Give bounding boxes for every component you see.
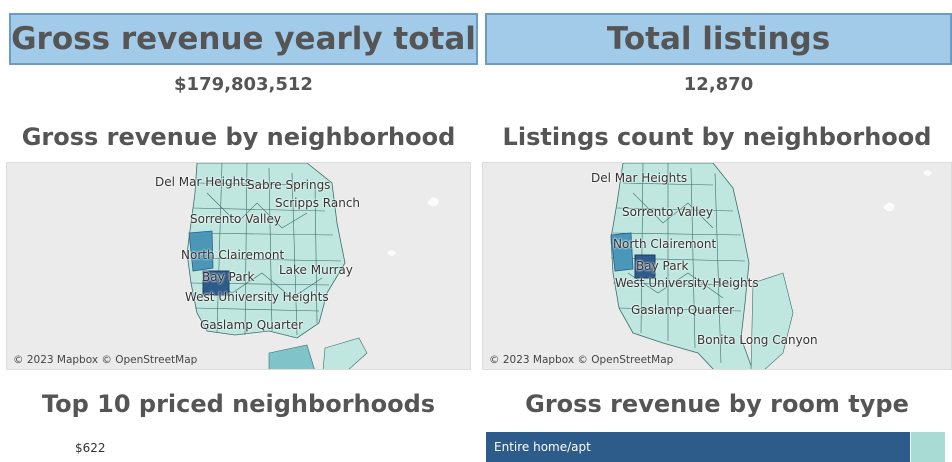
room-type-title: Gross revenue by room type [525,390,909,418]
label-sorrento-valley: Sorrento Valley [190,212,281,226]
revenue-map-shapes [186,163,439,369]
label-north-clairemont: North Clairemont [613,237,717,251]
map-attribution[interactable]: © 2023 Mapbox © OpenStreetMap [489,354,674,366]
listings-kpi-value: 12,870 [683,73,754,95]
room-type-bar-entire-home[interactable]: Entire home/apt [486,432,910,462]
label-bay-park: Bay Park [636,259,689,273]
room-type-bar-label: Entire home/apt [494,440,591,454]
listings-map-shapes [610,163,932,369]
room-type-bar-secondary[interactable] [911,432,945,462]
revenue-neighborhood-map[interactable]: Del Mar Heights Sabre Springs Scripps Ra… [6,162,471,370]
label-del-mar-heights: Del Mar Heights [155,175,252,189]
revenue-kpi-value: $179,803,512 [174,73,313,95]
label-west-university-heights: West University Heights [615,276,759,290]
listings-map-title: Listings count by neighborhood [502,123,932,151]
label-sabre-springs: Sabre Springs [247,178,331,192]
label-scripps-ranch: Scripps Ranch [275,196,361,210]
top-priced-first-value: $622 [75,441,106,455]
listings-neighborhood-map[interactable]: Del Mar Heights Sorrento Valley North Cl… [482,162,952,370]
label-sorrento-valley: Sorrento Valley [622,205,713,219]
map-attribution[interactable]: © 2023 Mapbox © OpenStreetMap [13,354,198,366]
label-gaslamp-quarter: Gaslamp Quarter [200,318,304,332]
revenue-kpi-title: Gross revenue yearly total [9,13,478,65]
label-north-clairemont: North Clairemont [181,248,285,262]
label-bonita-long-canyon: Bonita Long Canyon [697,333,818,347]
label-bay-park: Bay Park [202,270,255,284]
label-gaslamp-quarter: Gaslamp Quarter [631,303,735,317]
label-west-university-heights: West University Heights [185,290,329,304]
label-lake-murray: Lake Murray [279,263,353,277]
listings-kpi-title: Total listings [485,13,952,65]
top-priced-title: Top 10 priced neighborhoods [41,390,436,418]
revenue-map-title: Gross revenue by neighborhood [21,123,456,151]
label-del-mar-heights: Del Mar Heights [591,171,688,185]
